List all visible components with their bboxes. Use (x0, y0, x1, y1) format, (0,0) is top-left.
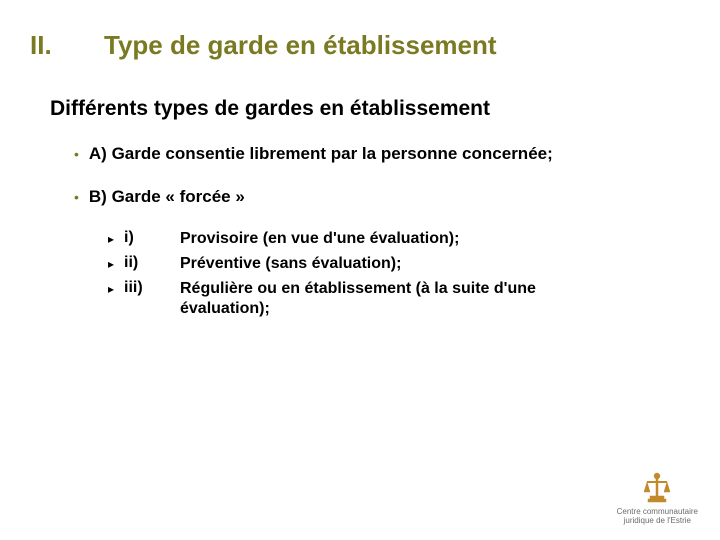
slide: II. Type de garde en établissement Diffé… (0, 0, 720, 540)
bullet-dot-icon: • (74, 188, 79, 206)
justice-scale-icon (642, 472, 672, 506)
footer-line-2: juridique de l'Estrie (617, 517, 698, 526)
sub-text-iii: Régulière ou en établissement (à la suit… (180, 279, 600, 321)
sub-item-i: ▸ i) Provisoire (en vue d'une évaluation… (108, 229, 680, 250)
bullet-a-text: A) Garde consentie librement par la pers… (89, 144, 553, 164)
bullet-b-text: B) Garde « forcée » (89, 187, 245, 207)
sub-text-i: Provisoire (en vue d'une évaluation); (180, 229, 459, 250)
title-text: Type de garde en établissement (104, 30, 497, 61)
slide-subtitle: Différents types de gardes en établissem… (50, 97, 680, 121)
footer-logo: Centre communautaire juridique de l'Estr… (617, 472, 698, 526)
bullet-list: • A) Garde consentie librement par la pe… (74, 143, 680, 207)
sub-label-i: i) (124, 229, 180, 247)
footer-text: Centre communautaire juridique de l'Estr… (617, 508, 698, 526)
bullet-item-b: • B) Garde « forcée » (74, 186, 680, 207)
title-number: II. (30, 30, 66, 61)
sub-item-iii: ▸ iii) Régulière ou en établissement (à … (108, 279, 680, 321)
bullet-item-a: • A) Garde consentie librement par la pe… (74, 143, 680, 164)
arrow-icon: ▸ (108, 257, 118, 271)
arrow-icon: ▸ (108, 232, 118, 246)
bullet-dot-icon: • (74, 145, 79, 163)
sub-bullet-list: ▸ i) Provisoire (en vue d'une évaluation… (108, 229, 680, 320)
sub-label-iii: iii) (124, 279, 180, 297)
slide-title-row: II. Type de garde en établissement (30, 30, 680, 61)
arrow-icon: ▸ (108, 282, 118, 296)
sub-item-ii: ▸ ii) Préventive (sans évaluation); (108, 254, 680, 275)
sub-label-ii: ii) (124, 254, 180, 272)
sub-text-ii: Préventive (sans évaluation); (180, 254, 401, 275)
